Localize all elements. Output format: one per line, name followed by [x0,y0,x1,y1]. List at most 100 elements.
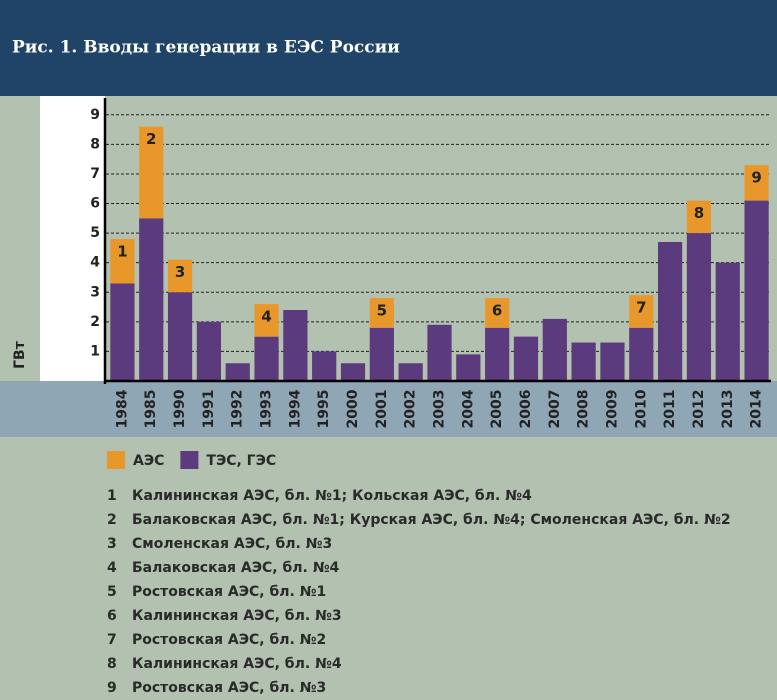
y-tick-label: 3 [90,284,100,300]
note-number: 3 [107,536,117,552]
note-text: Ростовская АЭС, бл. №2 [132,632,326,648]
note-number: 5 [107,584,117,600]
x-tick-label: 1995 [316,390,332,429]
x-tick-label: 1992 [230,390,246,429]
note-text: Балаковская АЭС, бл. №1; Курская АЭС, бл… [132,512,731,528]
x-tick-label: 1991 [201,390,217,429]
y-tick-label: 4 [90,255,100,271]
note-number: 9 [107,680,117,696]
x-tick-label: 2005 [489,390,505,429]
note-text: Калининская АЭС, бл. №3 [132,608,342,624]
x-tick-label: 2003 [432,390,448,429]
bar-segment [600,342,625,381]
x-tick-label: 2008 [576,390,592,429]
bar-segment [369,298,394,328]
bar-segment [456,354,481,381]
segment-label: 8 [694,204,704,222]
x-tick-label: 2007 [547,390,563,429]
chart-title: Рис. 1. Вводы генерации в ЕЭС России [12,38,400,58]
bar-segment [312,351,337,381]
bar-segment [196,321,221,381]
bar-segment [254,304,279,337]
header [0,0,777,96]
bar-segment [110,239,135,284]
segment-label: 2 [146,130,156,148]
bar-segment [744,165,769,201]
bar-segment [542,318,567,381]
note-number: 7 [107,632,117,648]
legend-swatch [107,451,125,469]
bar-segment [225,363,250,381]
note-text: Ростовская АЭС, бл. №1 [132,584,326,600]
note-text: Калининская АЭС, бл. №4 [132,656,342,672]
segment-label: 9 [751,169,761,187]
bar-segment [254,336,279,381]
bar-segment [340,363,366,381]
bar-segment [398,363,423,381]
bar-segment [485,327,510,381]
x-tick-label: 2001 [374,390,390,429]
x-tick-label: 1993 [259,390,275,429]
bar-segment [283,310,308,381]
x-tick-label: 2010 [633,389,649,428]
y-tick-label: 7 [90,166,100,182]
bar-segment [369,327,394,381]
segment-label: 1 [117,243,127,261]
y-tick-label: 5 [90,225,100,241]
segment-label: 4 [261,308,271,326]
bar-segment [485,298,510,328]
x-tick-label: 1984 [114,389,130,428]
note-text: Смоленская АЭС, бл. №3 [132,536,332,552]
x-tick-label: 2013 [720,390,736,429]
segment-label: 5 [377,302,387,320]
note-text: Балаковская АЭС, бл. №4 [132,560,340,576]
bar-segment [686,200,712,234]
y-tick-label: 6 [90,196,100,212]
x-tick-label: 2011 [662,390,678,429]
bar-segment [629,327,654,381]
y-tick-label: 2 [90,314,100,330]
bar-segment [744,200,769,381]
legend-label: ТЭС, ГЭС [206,453,276,469]
x-tick-label: 2009 [604,390,620,429]
x-tick-label: 2014 [749,389,765,428]
x-tick-label: 2006 [518,390,534,429]
note-number: 4 [107,560,117,576]
bar-segment [513,336,539,381]
x-tick-label: 1990 [172,389,188,428]
bar-segment [658,241,683,381]
x-tick-label: 1994 [287,389,303,428]
segment-label: 6 [492,302,502,320]
bar-segment [139,218,164,381]
bar-segment [139,126,164,219]
note-number: 1 [107,488,117,504]
bar-segment [167,259,193,293]
bar-segment [167,292,193,381]
bar-segment [715,262,740,381]
segment-label: 3 [175,263,185,281]
x-tick-label: 2012 [691,390,707,429]
note-number: 2 [107,512,117,528]
bar-segment [686,233,712,381]
x-tick-label: 2002 [403,390,419,429]
x-axis-band [0,381,777,437]
legend-swatch [180,451,199,469]
note-number: 6 [107,608,117,624]
segment-label: 7 [636,299,646,317]
note-number: 8 [107,656,117,672]
x-tick-label: 2000 [345,389,361,428]
note-text: Ростовская АЭС, бл. №3 [132,680,326,696]
y-tick-label: 8 [90,136,100,152]
y-axis-label: ГВт [12,340,28,369]
y-tick-label: 1 [90,343,100,359]
bar-segment [629,295,654,328]
axis-panel [40,96,105,381]
bar-segment [571,342,596,381]
note-text: Калининская АЭС, бл. №1; Кольская АЭС, б… [132,488,532,504]
bar-segment [427,324,452,381]
x-tick-label: 1985 [143,390,159,429]
y-tick-label: 9 [90,107,100,123]
bar-segment [110,283,135,381]
legend-label: АЭС [133,453,164,469]
